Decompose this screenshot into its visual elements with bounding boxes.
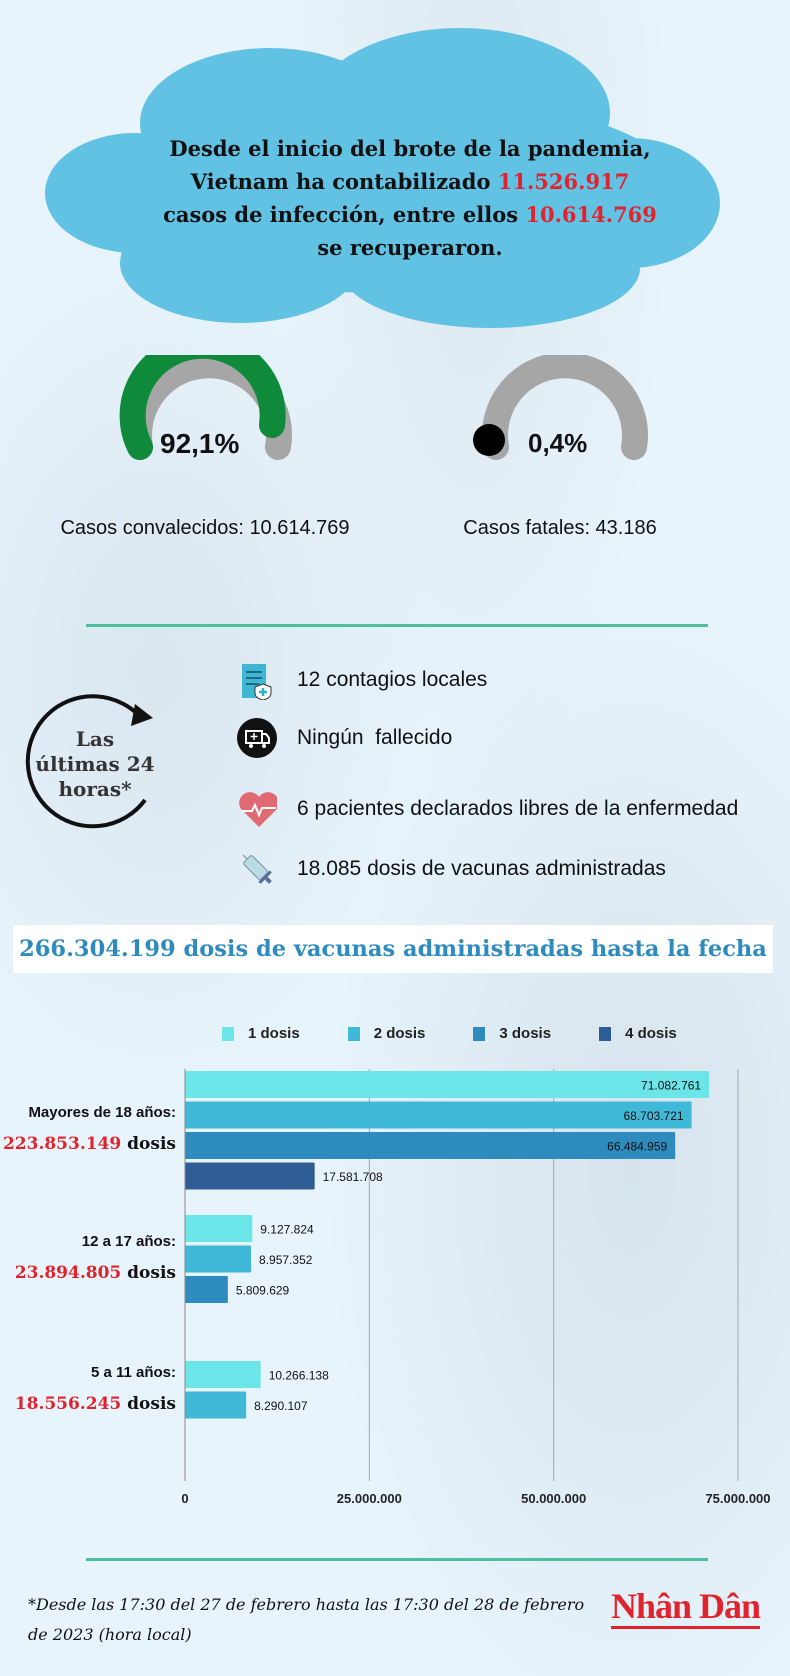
- total-cases: 11.526.917: [497, 169, 630, 194]
- bar: [185, 1361, 261, 1388]
- data-label: 8.957.352: [259, 1253, 313, 1267]
- bar-chart: 0 25.000.000 50.000.000 75.000.000 71.082.76…: [181, 1069, 771, 1506]
- group-label: Mayores de 18 años:: [28, 1104, 176, 1121]
- list-item: 18.085 dosis de vacunas administradas: [237, 849, 666, 889]
- group-label: 5 a 11 años:: [90, 1363, 176, 1381]
- item-text: 12 contagios locales: [297, 668, 488, 691]
- data-label: 66.484.959: [607, 1140, 667, 1154]
- headline: Desde el inicio del brote de la pandemia…: [110, 132, 710, 264]
- legend-item: 1 dosis: [222, 1025, 300, 1042]
- cloud-shape: [45, 28, 720, 328]
- data-label: 71.082.761: [641, 1079, 701, 1093]
- data-label: 10.266.138: [269, 1369, 329, 1383]
- clipboard-shield-icon: [237, 660, 277, 700]
- group-total-value: 223.853.149: [2, 1134, 122, 1154]
- heartbeat-icon: [237, 789, 277, 829]
- item-text: 18.085 dosis de vacunas administradas: [297, 857, 666, 880]
- bar: [185, 1391, 247, 1419]
- bar: [185, 1132, 676, 1159]
- title-line: últimas 24: [35, 752, 155, 776]
- legend-label: 2 dosis: [373, 1025, 426, 1042]
- bar: [185, 1276, 228, 1303]
- bar: [185, 1071, 710, 1098]
- bar: [185, 1101, 692, 1129]
- legend-item: 3 dosis: [473, 1025, 551, 1042]
- bar: [185, 1245, 252, 1273]
- bar: [185, 1215, 253, 1242]
- group-label: 12 a 17 años:: [81, 1232, 176, 1250]
- legend-swatch: [347, 1026, 360, 1041]
- title-line: horas*: [58, 777, 132, 801]
- headline-line: se recuperaron.: [317, 235, 503, 260]
- title-line: Las: [75, 727, 115, 751]
- group-total-value: 23.894.805: [14, 1262, 122, 1283]
- data-label: 17.581.708: [323, 1170, 383, 1184]
- syringe-icon: [237, 849, 277, 889]
- fatal-gauge: [473, 355, 648, 460]
- legend-swatch: [222, 1026, 234, 1041]
- group-total: 223.853.149 dosis: [3, 1134, 176, 1154]
- data-label: 8.290.107: [254, 1399, 308, 1413]
- legend-item: 4 dosis: [599, 1025, 677, 1042]
- group-total-unit: dosis: [121, 1393, 176, 1414]
- list-item: Ningún fallecido: [237, 718, 452, 758]
- headline-line: Desde el inicio del brote de la pandemia…: [169, 136, 651, 161]
- nhan-dan-logo: Nhân Dân: [611, 1586, 761, 1629]
- recovered-cases: 10.614.769: [525, 202, 657, 227]
- legend-swatch: [599, 1026, 612, 1041]
- item-text: 6 pacientes declarados libres de la enfe…: [297, 797, 739, 820]
- total-doses-banner: 266.304.199 dosis de vacunas administrad…: [13, 925, 773, 973]
- group-total-value: 18.556.245: [14, 1393, 122, 1414]
- data-label: 68.703.721: [624, 1109, 684, 1123]
- last-24h-title: Las últimas 24 horas*: [30, 727, 160, 802]
- fatal-percent: 0,4%: [528, 428, 588, 458]
- legend-label: 4 dosis: [625, 1025, 677, 1042]
- headline-line: casos de infección, entre ellos: [163, 202, 526, 227]
- x-tick-label: 0: [181, 1491, 188, 1506]
- cycle-arrow-icon: [25, 694, 153, 829]
- divider: [86, 624, 708, 627]
- ambulance-icon: [237, 718, 277, 758]
- x-tick-label: 50.000.000: [521, 1491, 586, 1506]
- x-tick-label: 25.000.000: [337, 1491, 402, 1506]
- legend-label: 3 dosis: [499, 1025, 552, 1042]
- footnote: *Desde las 17:30 del 27 de febrero hasta…: [28, 1595, 585, 1644]
- item-text: Ningún fallecido: [297, 726, 453, 749]
- fatal-label: Casos fatales: 43.186: [463, 517, 657, 539]
- group-total-unit: dosis: [121, 1134, 176, 1154]
- list-item: 6 pacientes declarados libres de la enfe…: [237, 789, 738, 829]
- recovered-label: Casos convalecidos: 10.614.769: [60, 517, 350, 539]
- data-label: 9.127.824: [260, 1223, 314, 1237]
- bar: [185, 1162, 315, 1190]
- legend-label: 1 dosis: [248, 1025, 300, 1042]
- x-tick-label: 75.000.000: [705, 1491, 770, 1506]
- legend-swatch: [473, 1026, 486, 1041]
- recovered-gauge: [119, 355, 292, 460]
- recovered-percent: 92,1%: [160, 428, 240, 459]
- divider: [86, 1558, 708, 1561]
- group-total: 18.556.245 dosis: [15, 1394, 176, 1414]
- group-total-unit: dosis: [121, 1262, 176, 1283]
- group-total: 23.894.805 dosis: [15, 1263, 176, 1283]
- headline-line: Vietnam ha contabilizado: [190, 169, 498, 194]
- data-label: 5.809.629: [236, 1284, 290, 1298]
- chart-legend: 1 dosis 2 dosis 3 dosis 4 dosis: [222, 1025, 677, 1042]
- legend-item: 2 dosis: [347, 1025, 426, 1042]
- list-item: 12 contagios locales: [237, 660, 487, 700]
